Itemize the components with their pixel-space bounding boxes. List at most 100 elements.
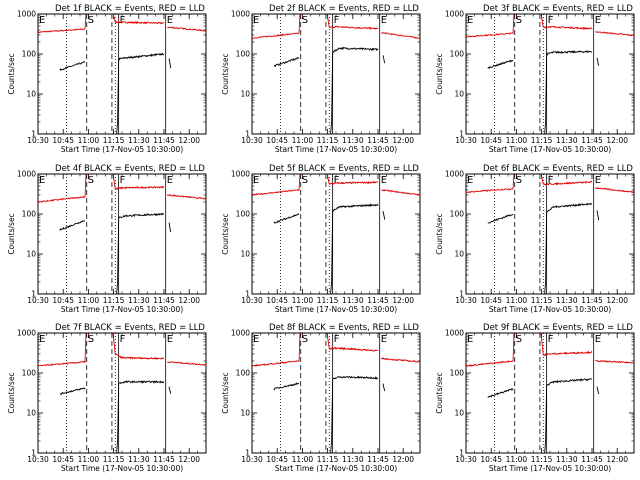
panel-title: Det 4f BLACK = Events, RED = LLD [55,164,205,174]
x-tick-label: 10:45 [480,136,502,145]
y-tick-label: 1000 [231,10,250,19]
x-tick-label: 11:15 [103,455,125,464]
x-tick-label: 11:45 [367,455,389,464]
data-series [252,333,420,453]
event-letter: F [120,15,126,26]
black-events-tail [596,210,600,221]
y-tick-label: 1 [459,449,464,458]
black-events-pre [273,56,300,68]
marker-lines [494,174,595,294]
marker-lines [494,14,595,134]
x-tick-label: 10:30 [27,455,49,464]
red-lld-pre [252,174,330,196]
x-tick-label: 10:45 [266,455,288,464]
y-tick-label: 100 [450,210,465,219]
x-tick-label: 10:30 [455,296,477,305]
marker-lines [494,333,595,453]
x-tick-label: 12:00 [392,455,414,464]
y-axis-label: Counts/sec [221,213,230,254]
x-tick-label: 10:30 [455,136,477,145]
event-letter: F [334,175,340,186]
y-tick-label: 1000 [231,170,250,179]
black-events-tail [382,383,386,392]
x-tick-label: 11:00 [292,455,314,464]
black-events-tail [168,386,172,394]
y-tick-label: 10 [240,250,250,259]
x-tick-label: 12:00 [392,296,414,305]
black-events-tail [596,57,600,66]
black-events-pre [273,382,300,391]
event-letter: E [381,175,387,186]
red-lld-pre [38,333,116,367]
x-tick-label: 10:45 [52,455,74,464]
x-axis-label: Start Time (17-Nov-05 10:30:00) [275,305,397,314]
event-letter: S [88,334,94,345]
event-letter: S [516,334,522,345]
red-lld-tail [167,26,206,32]
event-letter: S [88,15,94,26]
black-events-post [544,202,593,294]
red-lld-post [542,180,593,186]
x-axis-label: Start Time (17-Nov-05 10:30:00) [489,145,611,154]
y-tick-label: 10 [26,409,36,418]
black-events-tail [382,210,386,220]
red-lld-post [328,25,379,30]
y-tick-label: 100 [22,369,37,378]
plot-frame [37,13,207,135]
plot-frame [251,13,421,135]
black-events-pre [59,387,86,396]
event-letter: S [302,175,308,186]
red-lld-post [328,346,379,352]
red-lld-tail [381,357,420,363]
x-tick-label: 10:30 [241,455,263,464]
black-events-tail [168,58,172,69]
black-events-pre [273,213,300,224]
x-tick-label: 11:45 [367,136,389,145]
y-tick-label: 10 [26,90,36,99]
y-tick-label: 1 [245,449,250,458]
x-tick-label: 12:00 [178,136,200,145]
event-letter: S [88,175,94,186]
black-events-post [116,52,165,134]
y-tick-label: 100 [450,369,465,378]
x-tick-label: 11:45 [581,455,603,464]
x-tick-label: 10:30 [241,136,263,145]
event-letter: E [39,334,45,345]
black-events-pre [487,59,514,70]
x-tick-label: 11:45 [153,455,175,464]
event-letter: E [167,15,173,26]
plot-frame [465,173,635,295]
x-tick-label: 11:00 [506,296,528,305]
red-lld-pre [38,14,116,34]
panel-title: Det 8f BLACK = Events, RED = LLD [269,323,419,333]
red-lld-post [114,20,165,25]
x-tick-label: 11:45 [581,136,603,145]
black-events-pre [487,213,514,224]
y-tick-label: 100 [236,210,251,219]
event-letter: S [302,15,308,26]
red-lld-post [115,185,165,191]
x-tick-label: 11:00 [292,296,314,305]
y-tick-label: 100 [450,50,465,59]
y-tick-label: 10 [240,409,250,418]
x-tick-label: 10:45 [480,296,502,305]
data-series [252,174,420,294]
x-tick-label: 11:15 [317,296,339,305]
x-tick-label: 11:30 [342,136,364,145]
red-lld-pre [252,333,330,367]
black-events-pre [487,388,514,398]
y-tick-label: 10 [454,409,464,418]
panel-det-6: Det 6f BLACK = Events, RED = LLD 1 10 100 10… [435,164,635,314]
event-letter: S [516,15,522,26]
y-tick-label: 100 [22,210,37,219]
event-letter: F [548,334,554,345]
panel-title: Det 5f BLACK = Events, RED = LLD [269,164,419,174]
red-lld-post [542,25,593,31]
x-tick-label: 11:00 [78,455,100,464]
event-letter: E [595,334,601,345]
y-tick-label: 10 [454,90,464,99]
y-tick-label: 10 [26,250,36,259]
red-lld-post [115,353,165,360]
x-tick-label: 11:30 [128,296,150,305]
plot-frame [465,13,635,135]
